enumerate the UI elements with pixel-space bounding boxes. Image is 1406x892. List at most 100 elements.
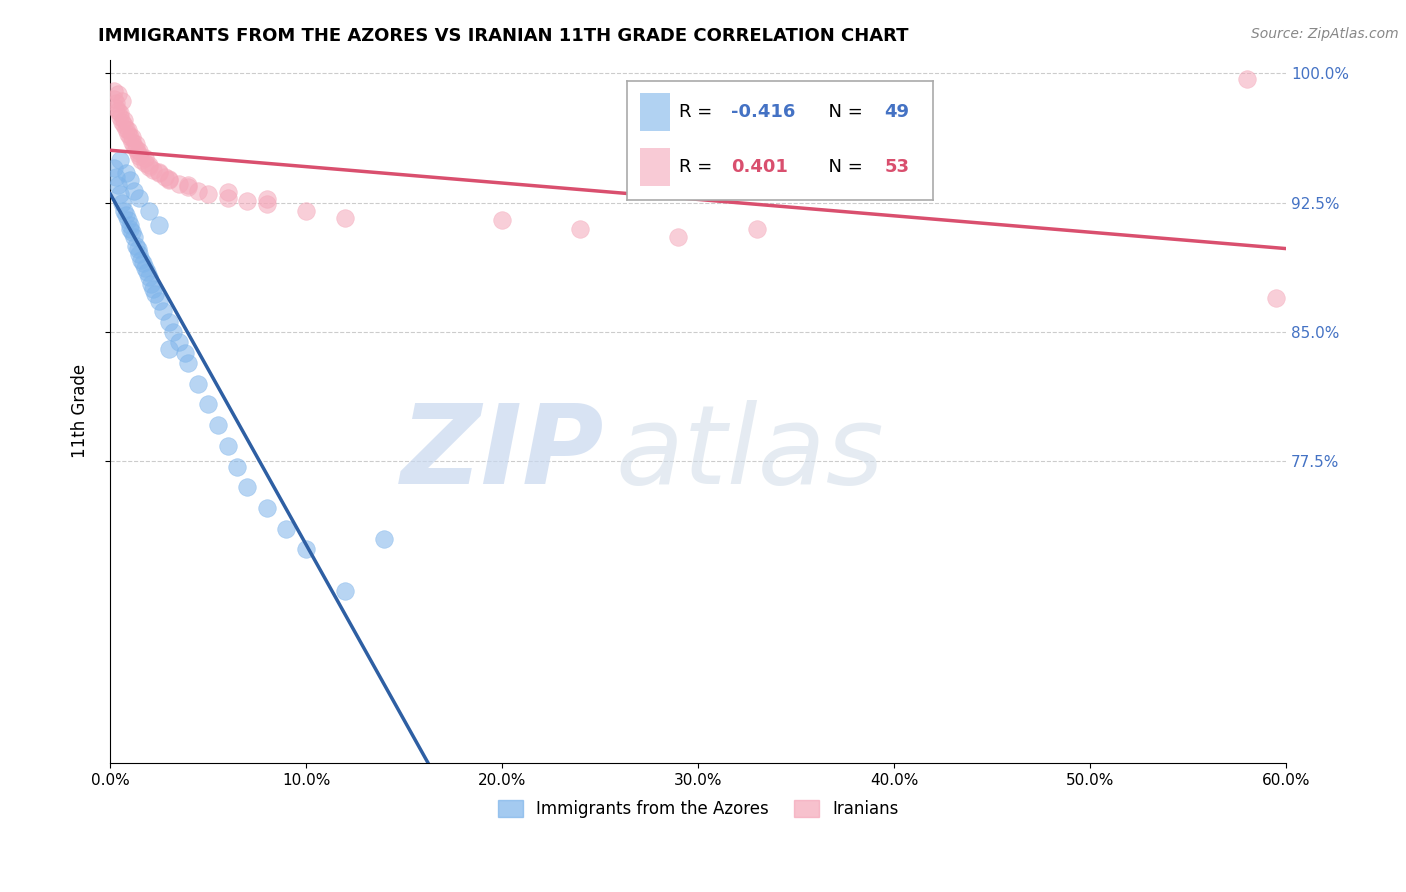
- Point: [138, 160, 160, 174]
- Point: [104, 95, 127, 110]
- Point: [128, 247, 150, 261]
- Point: [148, 166, 170, 180]
- Point: [112, 118, 135, 132]
- Point: [111, 94, 134, 108]
- Point: [138, 158, 160, 172]
- Point: [256, 197, 278, 211]
- Point: [103, 161, 125, 176]
- Point: [187, 184, 209, 198]
- Point: [143, 287, 166, 301]
- Point: [335, 583, 357, 598]
- Point: [104, 101, 127, 115]
- Point: [107, 178, 129, 193]
- Point: [1236, 71, 1258, 86]
- Point: [118, 218, 141, 232]
- Point: [114, 166, 136, 180]
- Point: [138, 204, 160, 219]
- Point: [134, 261, 156, 276]
- Point: [124, 142, 146, 156]
- Point: [138, 269, 160, 284]
- Point: [142, 282, 165, 296]
- Legend: Immigrants from the Azores, Iranians: Immigrants from the Azores, Iranians: [491, 794, 905, 825]
- Point: [153, 169, 176, 184]
- Point: [127, 145, 149, 160]
- Point: [148, 218, 170, 232]
- Point: [197, 397, 219, 411]
- Point: [142, 163, 165, 178]
- Point: [187, 376, 209, 391]
- Point: [117, 213, 139, 227]
- Point: [157, 171, 180, 186]
- Point: [197, 187, 219, 202]
- Point: [295, 204, 318, 219]
- Point: [124, 239, 146, 253]
- Point: [107, 87, 129, 101]
- Point: [157, 173, 180, 187]
- Point: [668, 230, 690, 244]
- Point: [157, 343, 180, 357]
- Point: [148, 164, 170, 178]
- Point: [141, 277, 163, 291]
- Point: [569, 221, 592, 235]
- Point: [104, 169, 127, 184]
- Point: [167, 177, 190, 191]
- Point: [236, 480, 259, 494]
- Text: Source: ZipAtlas.com: Source: ZipAtlas.com: [1251, 27, 1399, 41]
- Text: atlas: atlas: [616, 401, 884, 507]
- Point: [103, 92, 125, 106]
- Point: [207, 418, 229, 433]
- Point: [122, 230, 145, 244]
- Point: [173, 345, 195, 359]
- Point: [134, 151, 156, 165]
- Point: [177, 178, 200, 193]
- Point: [112, 204, 135, 219]
- Point: [117, 123, 139, 137]
- Point: [131, 252, 153, 267]
- Point: [108, 187, 131, 202]
- Point: [373, 532, 395, 546]
- Point: [124, 137, 146, 152]
- Point: [157, 315, 180, 329]
- Point: [217, 190, 239, 204]
- Point: [162, 325, 184, 339]
- Point: [1265, 291, 1288, 305]
- Point: [103, 84, 125, 98]
- Point: [108, 153, 131, 167]
- Point: [128, 144, 150, 158]
- Text: ZIP: ZIP: [401, 401, 605, 507]
- Point: [217, 186, 239, 200]
- Point: [107, 104, 129, 119]
- Point: [217, 439, 239, 453]
- Point: [132, 256, 155, 270]
- Point: [256, 500, 278, 515]
- Point: [276, 522, 298, 536]
- Point: [148, 293, 170, 308]
- Point: [108, 110, 131, 124]
- Point: [108, 106, 131, 120]
- Point: [114, 121, 136, 136]
- Point: [167, 335, 190, 350]
- Text: IMMIGRANTS FROM THE AZORES VS IRANIAN 11TH GRADE CORRELATION CHART: IMMIGRANTS FROM THE AZORES VS IRANIAN 11…: [98, 27, 908, 45]
- Point: [128, 149, 150, 163]
- Point: [256, 192, 278, 206]
- Point: [491, 213, 513, 227]
- Point: [114, 208, 136, 222]
- Point: [745, 221, 768, 235]
- Point: [127, 242, 149, 256]
- Point: [111, 114, 134, 128]
- Point: [131, 153, 153, 167]
- Y-axis label: 11th Grade: 11th Grade: [72, 364, 89, 458]
- Point: [118, 173, 141, 187]
- Point: [134, 156, 156, 170]
- Point: [122, 184, 145, 198]
- Point: [122, 138, 145, 153]
- Point: [121, 136, 143, 150]
- Point: [118, 130, 141, 145]
- Point: [111, 195, 134, 210]
- Point: [117, 127, 139, 141]
- Point: [295, 542, 318, 557]
- Point: [236, 194, 259, 208]
- Point: [118, 221, 141, 235]
- Point: [177, 356, 200, 370]
- Point: [335, 211, 357, 226]
